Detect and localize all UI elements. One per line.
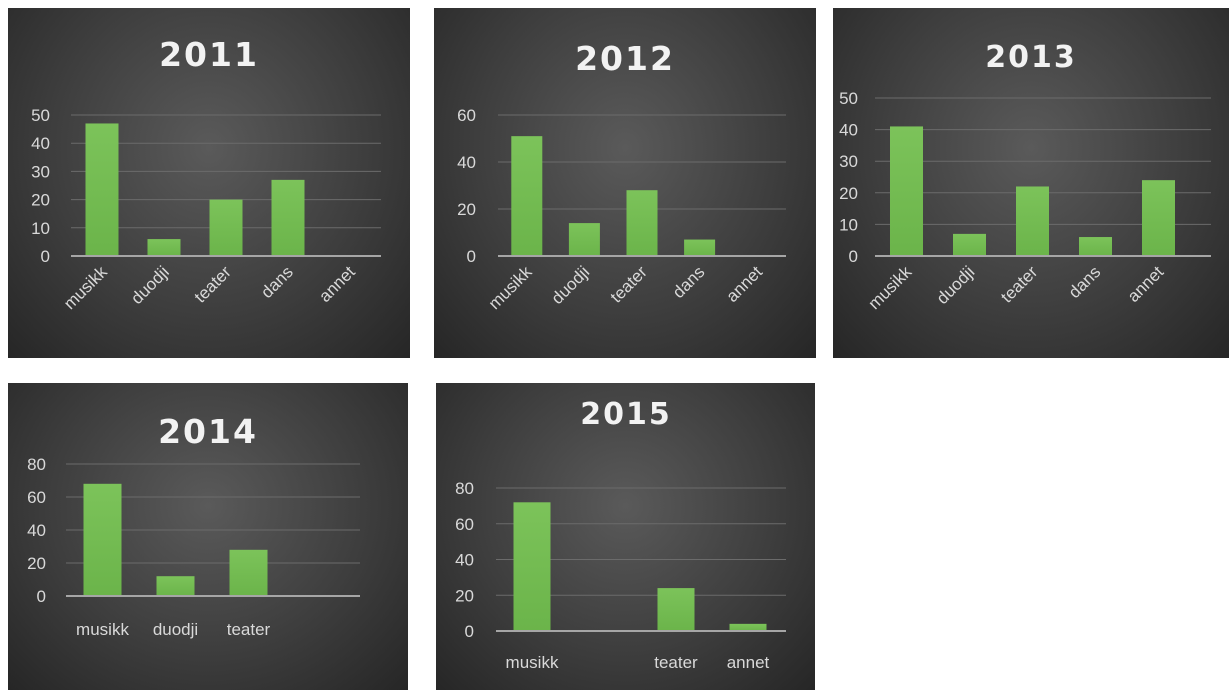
bar	[271, 179, 305, 256]
bar	[1142, 180, 1175, 256]
chart-svg: 2012 0 20 40 60 musikk duodji teater dans annet	[457, 39, 786, 313]
bar	[229, 549, 268, 596]
bar	[953, 233, 986, 256]
x-category-label: teater	[191, 262, 235, 306]
bar	[511, 136, 543, 256]
bar	[657, 588, 695, 631]
x-category-label: teater	[607, 262, 651, 306]
chart-svg: 2015 0 20 40 60 80 musikk teater annet	[455, 397, 786, 672]
y-tick-label: 40	[839, 121, 858, 140]
x-category-label: dans	[1065, 262, 1105, 302]
bar	[209, 199, 243, 256]
chart-title: 2015	[580, 397, 672, 432]
y-tick-label: 60	[455, 515, 474, 534]
y-tick-label: 0	[467, 247, 476, 266]
chart-svg: 2013 0 10 20 30 40 50 musikk duodji teater dans ann…	[839, 40, 1211, 313]
bar	[729, 623, 767, 631]
chart-title: 2012	[575, 39, 675, 78]
y-tick-label: 80	[27, 455, 46, 474]
y-tick-label: 40	[31, 134, 50, 153]
x-category-label: teater	[654, 653, 698, 672]
y-tick-label: 50	[839, 89, 858, 108]
bar	[147, 239, 181, 256]
bar	[626, 190, 658, 256]
x-category-label: duodji	[933, 262, 979, 308]
bar	[85, 123, 119, 257]
y-tick-label: 20	[839, 184, 858, 203]
x-category-label: duodji	[127, 262, 173, 308]
x-category-label: musikk	[485, 262, 536, 313]
x-category-label: annet	[1124, 262, 1168, 306]
bar	[83, 483, 122, 596]
y-tick-label: 40	[455, 551, 474, 570]
x-category-label: annet	[315, 262, 359, 306]
x-category-label: annet	[727, 653, 770, 672]
chart-panel-2011: 2011 0 10 20 30 40 50 musikk duodji teater dans ann…	[8, 8, 410, 358]
y-tick-label: 20	[31, 191, 50, 210]
chart-svg: 2014 0 20 40 60 80 musikk duodji teater	[27, 412, 360, 639]
y-tick-label: 0	[37, 587, 46, 606]
bar	[513, 502, 551, 631]
bar	[684, 239, 716, 256]
y-tick-label: 20	[455, 586, 474, 605]
y-tick-label: 60	[457, 106, 476, 125]
chart-title: 2011	[159, 35, 259, 74]
y-tick-label: 20	[457, 200, 476, 219]
y-tick-label: 60	[27, 488, 46, 507]
x-category-label: teater	[997, 262, 1041, 306]
bar	[156, 576, 195, 596]
chart-svg: 2011 0 10 20 30 40 50 musikk duodji teater dans ann…	[31, 35, 381, 313]
x-category-label: dans	[257, 262, 297, 302]
x-category-label: duodji	[548, 262, 594, 308]
x-category-label: musikk	[506, 653, 559, 672]
chart-panel-2015: 2015 0 20 40 60 80 musikk teater annet	[436, 383, 815, 690]
bar	[1079, 237, 1112, 256]
y-tick-label: 10	[31, 219, 50, 238]
x-category-label: musikk	[76, 620, 129, 639]
y-tick-label: 40	[457, 153, 476, 172]
x-category-label: musikk	[864, 262, 915, 313]
y-tick-label: 30	[31, 162, 50, 181]
y-tick-label: 40	[27, 521, 46, 540]
x-category-label: teater	[227, 620, 271, 639]
x-category-label: annet	[723, 262, 767, 306]
chart-panel-2014: 2014 0 20 40 60 80 musikk duodji teater	[8, 383, 408, 690]
x-category-label: dans	[669, 262, 709, 302]
y-tick-label: 30	[839, 152, 858, 171]
y-tick-label: 80	[455, 479, 474, 498]
y-tick-label: 0	[41, 247, 50, 266]
y-tick-label: 0	[849, 247, 858, 266]
y-tick-label: 10	[839, 215, 858, 234]
x-category-label: duodji	[153, 620, 198, 639]
y-tick-label: 50	[31, 106, 50, 125]
chart-panel-2013: 2013 0 10 20 30 40 50 musikk duodji teater dans ann…	[833, 8, 1229, 358]
chart-title: 2013	[985, 40, 1077, 75]
chart-panel-2012: 2012 0 20 40 60 musikk duodji teater dans annet	[434, 8, 816, 358]
bar	[890, 126, 923, 256]
bar	[1016, 186, 1049, 256]
y-tick-label: 20	[27, 554, 46, 573]
y-tick-label: 0	[465, 622, 474, 641]
bar	[568, 223, 600, 256]
chart-title: 2014	[158, 412, 258, 451]
x-category-label: musikk	[60, 262, 111, 313]
